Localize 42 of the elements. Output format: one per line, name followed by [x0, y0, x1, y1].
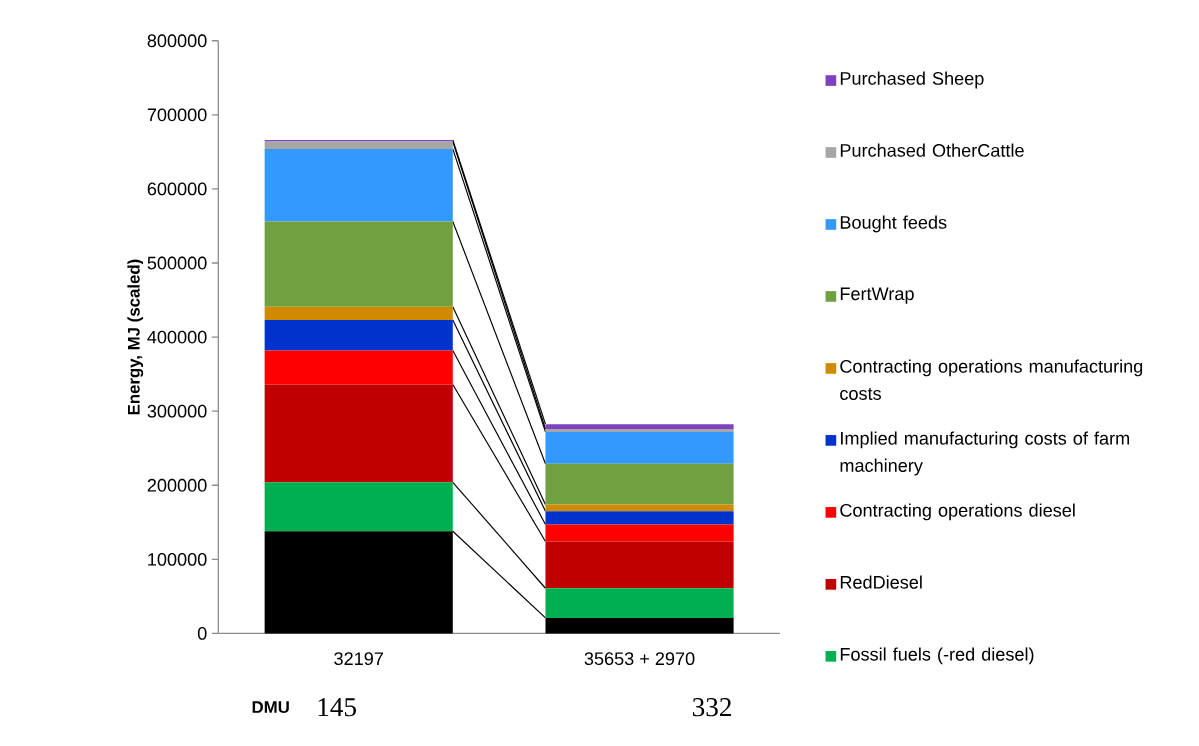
bar	[545, 431, 734, 464]
bar	[545, 617, 734, 634]
legend-label: Purchased OtherCattle	[840, 143, 1024, 157]
y-axis-title: Energy, MJ (scaled)	[127, 259, 144, 415]
bar	[264, 306, 453, 321]
bar	[545, 588, 734, 618]
y-tick-label: 0	[197, 627, 207, 640]
x-tick-label: 32197	[334, 652, 383, 666]
bar	[545, 504, 734, 512]
legend-label: Implied manufacturing costs of farm machinery	[840, 431, 1129, 476]
y-tick-label: 200000	[147, 478, 207, 492]
legend-label: Fossil fuels (-red diesel)	[840, 647, 1034, 665]
legend-label: Purchased Sheep	[840, 71, 984, 89]
bar	[264, 384, 453, 483]
bar	[545, 463, 734, 505]
bar	[264, 350, 453, 385]
y-tick-label: 500000	[147, 256, 207, 270]
legend-label: Contracting operations manufacturing costs	[840, 359, 1143, 400]
bar	[545, 511, 734, 525]
bar	[545, 424, 734, 429]
y-tick-label: 100000	[148, 552, 207, 566]
y-tick-label: 600000	[147, 182, 207, 196]
y-tick-label: 300000	[147, 404, 207, 418]
legend-label: Bought feeds	[840, 215, 947, 233]
y-tick-label: 400000	[147, 330, 207, 344]
bar	[545, 428, 734, 432]
bar	[264, 141, 453, 149]
bar	[545, 541, 734, 589]
bar	[264, 221, 453, 307]
bar	[545, 524, 734, 542]
bar	[264, 482, 453, 532]
y-tick-label: 700000	[147, 108, 207, 122]
y-tick-label: 800000	[147, 34, 207, 48]
text: 332	[692, 698, 731, 717]
legend-label: Contracting operations diesel	[840, 503, 1075, 521]
bar	[264, 320, 453, 351]
text: DMU	[252, 701, 289, 714]
legend-label: FertWrap	[840, 287, 914, 304]
legend-label: RedDiesel	[840, 575, 922, 589]
text: 145	[318, 698, 356, 717]
bar	[264, 148, 453, 222]
x-tick-label: 35653 + 2970	[584, 652, 695, 666]
